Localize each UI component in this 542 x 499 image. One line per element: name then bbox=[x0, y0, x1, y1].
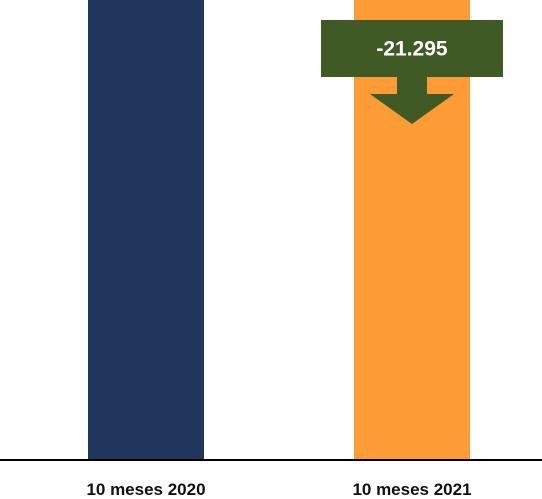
change-callout: -21.295 bbox=[321, 20, 503, 124]
category-label-1: 10 meses 2020 bbox=[86, 480, 205, 499]
change-callout-label: -21.295 bbox=[376, 38, 448, 61]
category-labels-group: 10 meses 2020 10 meses 2021 bbox=[86, 480, 471, 499]
category-label-2: 10 meses 2021 bbox=[352, 480, 471, 499]
bar-1 bbox=[88, 0, 204, 461]
down-arrow-shape bbox=[321, 20, 503, 124]
